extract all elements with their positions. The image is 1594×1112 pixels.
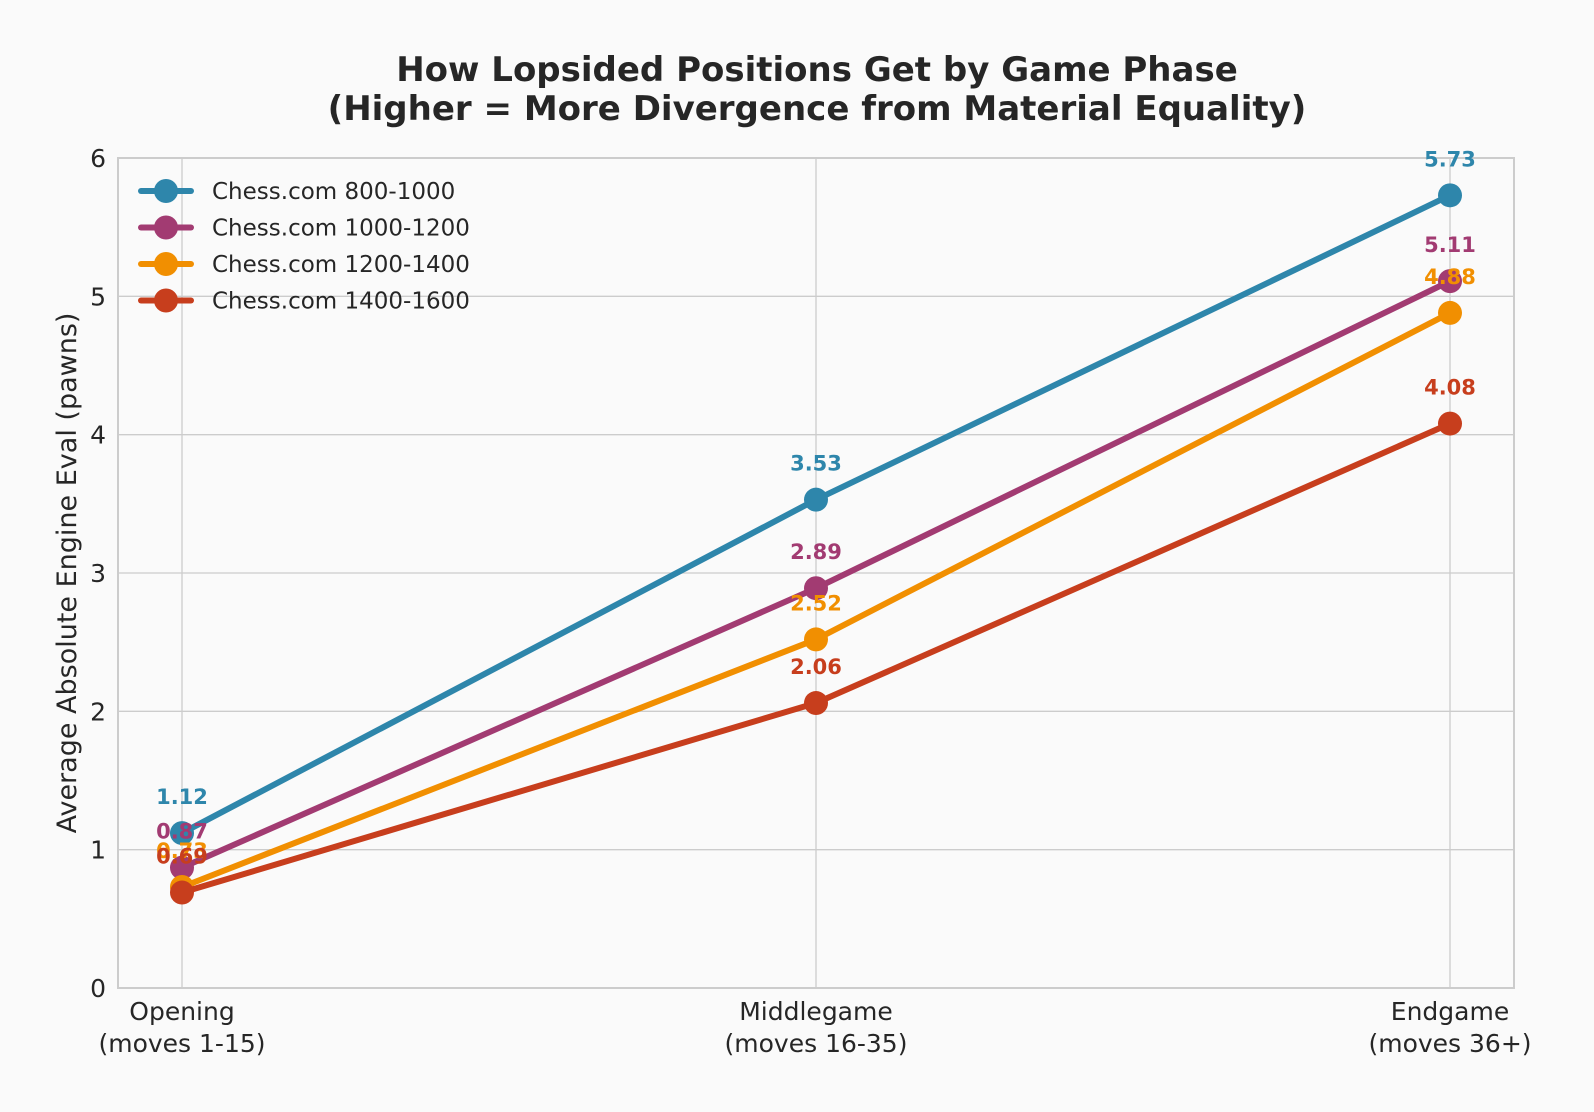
- data-point: [804, 576, 828, 601]
- data-point: [1438, 300, 1462, 325]
- data-label: 2.06: [790, 655, 842, 679]
- data-point: [804, 627, 828, 652]
- data-labels: 1.12 3.53 5.73 0.87 2.89 5.11 0.73 2.52 4.88 0.69…: [156, 147, 1476, 868]
- data-label: 5.73: [1424, 147, 1476, 171]
- x-tick-label: Middlegame: [739, 997, 893, 1026]
- chart-title-line-0: How Lopsided Positions Get by Game Phase: [396, 50, 1238, 90]
- y-tick-label: 2: [90, 697, 106, 726]
- data-label: 0.87: [156, 820, 208, 844]
- x-tick-label: Endgame: [1391, 997, 1509, 1026]
- data-point: [1438, 411, 1462, 436]
- x-tick-label: (moves 1-15): [98, 1029, 265, 1058]
- legend-marker: [154, 252, 178, 276]
- legend-label: Chess.com 800-1000: [212, 179, 455, 205]
- data-label: 0.73: [156, 839, 208, 863]
- series-lines: [170, 183, 1462, 905]
- data-point: [1438, 183, 1462, 208]
- chart-title: How Lopsided Positions Get by Game Phase…: [328, 50, 1307, 129]
- legend-marker: [154, 288, 178, 313]
- chart-title-line-1: (Higher = More Divergence from Material …: [328, 89, 1307, 129]
- y-tick-label: 4: [90, 421, 106, 450]
- y-tick-label: 3: [90, 559, 106, 588]
- data-label: 4.08: [1424, 376, 1476, 400]
- y-tick-label: 6: [90, 144, 106, 173]
- data-point: [170, 880, 194, 905]
- data-label: 1.12: [156, 785, 208, 809]
- data-label: 4.88: [1424, 265, 1476, 289]
- data-point: [170, 821, 194, 846]
- data-label: 0.69: [156, 845, 208, 869]
- data-point: [1438, 269, 1462, 294]
- data-point: [170, 855, 194, 880]
- legend: Chess.com 800-1000 Chess.com 1000-1200 Che…: [138, 179, 470, 315]
- data-point: [804, 487, 828, 512]
- data-label: 2.89: [790, 540, 842, 564]
- data-label: 2.52: [790, 591, 842, 615]
- x-tick-label: (moves 36+): [1368, 1029, 1531, 1058]
- plot-frame: [117, 157, 1515, 989]
- legend-label: Chess.com 1200-1400: [212, 252, 470, 278]
- y-tick-label: 0: [90, 974, 106, 1003]
- x-tick-label: Opening: [129, 997, 234, 1026]
- y-axis-ticks: 0 1 2 3 4 5 6: [90, 144, 106, 1003]
- legend-marker: [154, 179, 178, 203]
- data-label: 3.53: [790, 452, 842, 476]
- legend-label: Chess.com 1400-1600: [212, 289, 470, 315]
- y-tick-label: 5: [90, 282, 106, 311]
- data-label: 5.11: [1424, 233, 1476, 257]
- x-axis-ticks: Opening (moves 1-15) Middlegame (moves 16-3…: [98, 997, 1531, 1058]
- y-tick-label: 1: [90, 836, 106, 865]
- data-point: [804, 691, 828, 716]
- x-tick-label: (moves 16-35): [725, 1029, 908, 1058]
- legend-marker: [154, 215, 178, 240]
- legend-label: Chess.com 1000-1200: [212, 216, 470, 242]
- y-axis-label: Average Absolute Engine Eval (pawns): [52, 313, 83, 834]
